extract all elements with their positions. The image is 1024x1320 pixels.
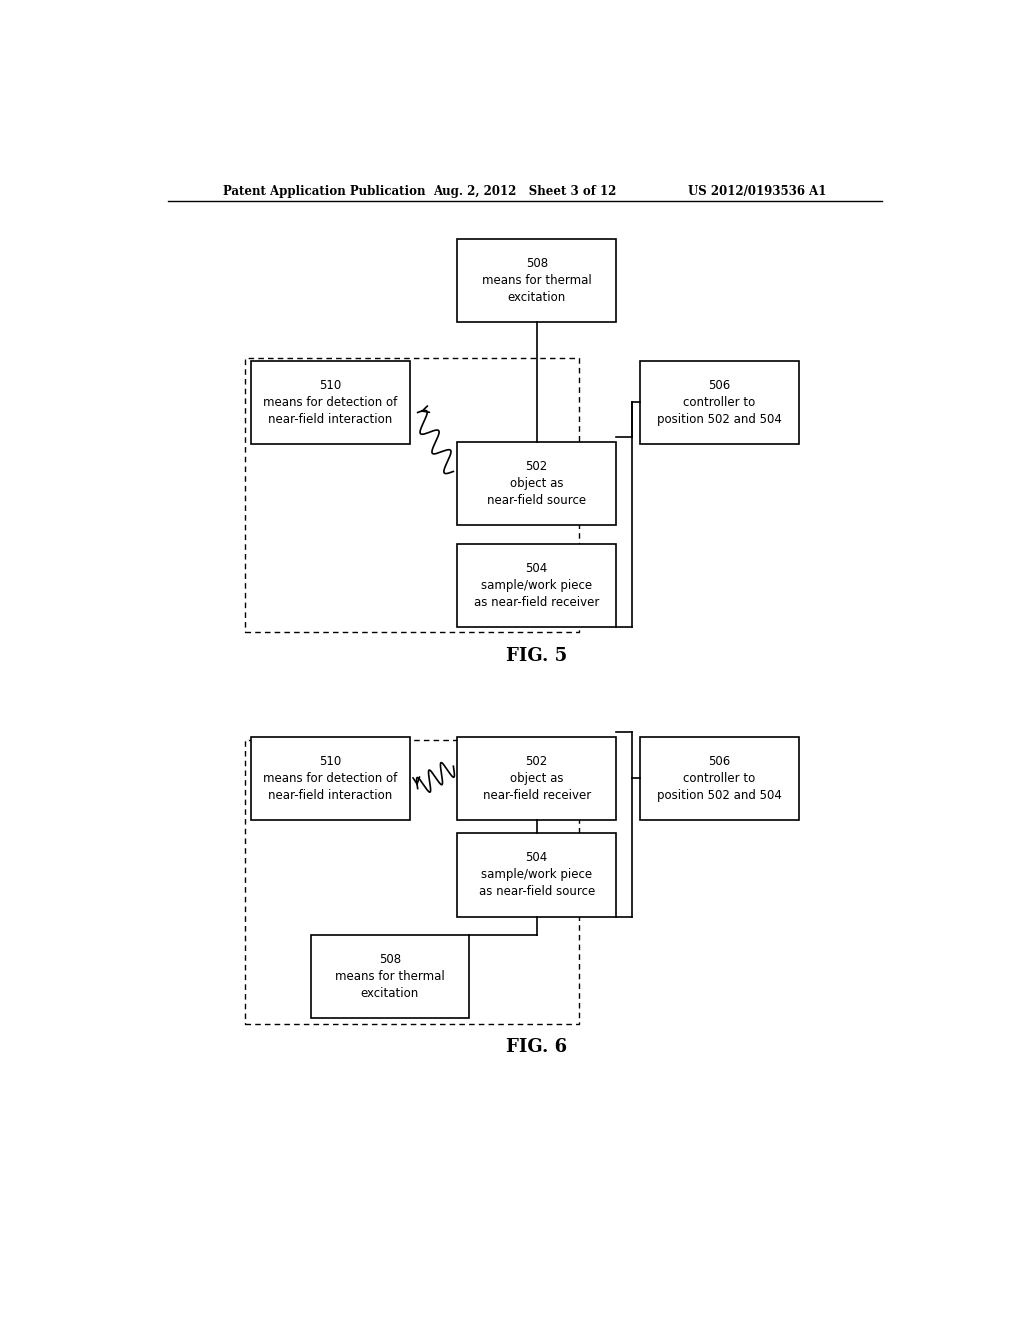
Text: FIG. 6: FIG. 6 (506, 1038, 567, 1056)
Bar (458, 737, 616, 820)
Bar (251, 360, 410, 444)
Text: FIG. 5: FIG. 5 (506, 647, 567, 665)
Bar (246, 358, 579, 632)
Bar (640, 737, 799, 820)
Text: 502
object as
near-field source: 502 object as near-field source (487, 461, 587, 507)
Bar (246, 739, 579, 1024)
Text: 510
means for detection of
near-field interaction: 510 means for detection of near-field in… (263, 755, 397, 803)
Bar (310, 935, 469, 1018)
Text: 508
means for thermal
excitation: 508 means for thermal excitation (482, 257, 592, 304)
Text: 506
controller to
position 502 and 504: 506 controller to position 502 and 504 (656, 755, 781, 803)
Text: US 2012/0193536 A1: US 2012/0193536 A1 (688, 185, 826, 198)
Bar (458, 833, 616, 916)
Bar (251, 737, 410, 820)
Bar (640, 360, 799, 444)
Bar (458, 544, 616, 627)
Text: 506
controller to
position 502 and 504: 506 controller to position 502 and 504 (656, 379, 781, 426)
Text: 502
object as
near-field receiver: 502 object as near-field receiver (482, 755, 591, 803)
Bar (458, 442, 616, 525)
Text: Aug. 2, 2012   Sheet 3 of 12: Aug. 2, 2012 Sheet 3 of 12 (433, 185, 616, 198)
Text: 508
means for thermal
excitation: 508 means for thermal excitation (335, 953, 444, 1001)
Text: 510
means for detection of
near-field interaction: 510 means for detection of near-field in… (263, 379, 397, 426)
Bar (458, 239, 616, 322)
Text: 504
sample/work piece
as near-field receiver: 504 sample/work piece as near-field rece… (474, 562, 599, 609)
Text: 504
sample/work piece
as near-field source: 504 sample/work piece as near-field sour… (478, 851, 595, 899)
Text: Patent Application Publication: Patent Application Publication (223, 185, 426, 198)
